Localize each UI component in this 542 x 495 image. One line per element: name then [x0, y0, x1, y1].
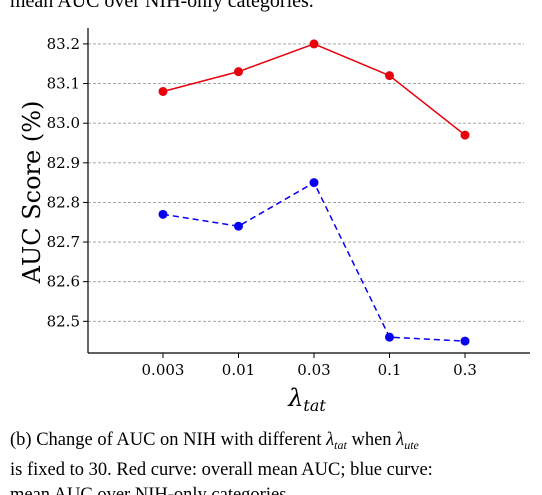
series-line: [162, 43, 466, 136]
caption-lambda-tat-subscript: tat: [334, 438, 347, 452]
y-tick-label: 83.2: [47, 35, 80, 53]
data-point: [234, 221, 243, 231]
x-tick-label: 0.03: [297, 361, 330, 379]
data-point: [385, 71, 394, 81]
data-point: [309, 178, 319, 188]
y-tick-label: 82.9: [47, 154, 80, 172]
x-axis-label-subscript: tat: [303, 396, 326, 415]
caption-lambda-tat-symbol: λ: [326, 430, 335, 450]
data-point: [234, 67, 243, 77]
x-ticks: 0.003 0.01 0.03 0.1 0.3: [142, 353, 477, 379]
caption-line-3: mean AUC over NIH-only categories.: [10, 485, 292, 495]
y-tick-label: 82.6: [47, 273, 80, 291]
y-axis-label: AUC Score (%): [18, 101, 46, 285]
x-axis-label-symbol: λ: [287, 384, 303, 412]
caption-mid: when: [346, 430, 397, 450]
data-point: [460, 336, 470, 346]
y-tick-label: 83.1: [47, 75, 80, 93]
series-2: [158, 178, 470, 346]
y-ticks: 82.5 82.6 82.7 82.8 82.9 83.0 83.1 83.2: [47, 35, 88, 330]
x-tick-label: 0.01: [222, 361, 255, 379]
caption-line-2: is fixed to 30. Red curve: overall mean …: [10, 460, 433, 480]
gridlines: [88, 43, 524, 322]
caption-lambda-ute-symbol: λ: [396, 430, 405, 450]
y-tick-label: 83.0: [47, 114, 80, 132]
auc-line-chart: 82.582.682.782.882.983.083.183.2 0.003 0.…: [18, 28, 530, 415]
caption-line-1: (b) Change of AUC on NIH with different …: [10, 428, 536, 458]
figure-caption: (b) Change of AUC on NIH with different …: [10, 428, 536, 495]
caption-lambda-tat: λtat: [326, 430, 347, 452]
x-axis-label: λtat: [287, 384, 326, 415]
data-point: [385, 332, 394, 342]
y-tick-label: 82.8: [47, 193, 80, 211]
series-1: [158, 39, 470, 140]
series-group: [158, 39, 470, 346]
top-caption-text: mean AUC over NIH-only categories.: [10, 0, 314, 12]
x-tick-label: 0.3: [453, 361, 477, 379]
caption-prefix: (b) Change of AUC on NIH with different: [10, 430, 327, 450]
y-tick-label: 82.5: [47, 312, 80, 330]
series-line: [162, 181, 466, 342]
caption-lambda-ute: λute: [396, 430, 419, 452]
data-point: [309, 39, 319, 49]
data-point: [158, 86, 168, 96]
x-tick-label: 0.1: [378, 361, 402, 379]
x-tick-label: 0.003: [142, 361, 185, 379]
y-tick-label: 82.7: [47, 233, 80, 251]
top-caption-fragment: mean AUC over NIH-only categories.: [0, 0, 542, 14]
data-point: [158, 209, 168, 219]
data-point: [460, 130, 470, 140]
caption-lambda-ute-subscript: ute: [404, 438, 419, 452]
axes: [87, 28, 530, 354]
